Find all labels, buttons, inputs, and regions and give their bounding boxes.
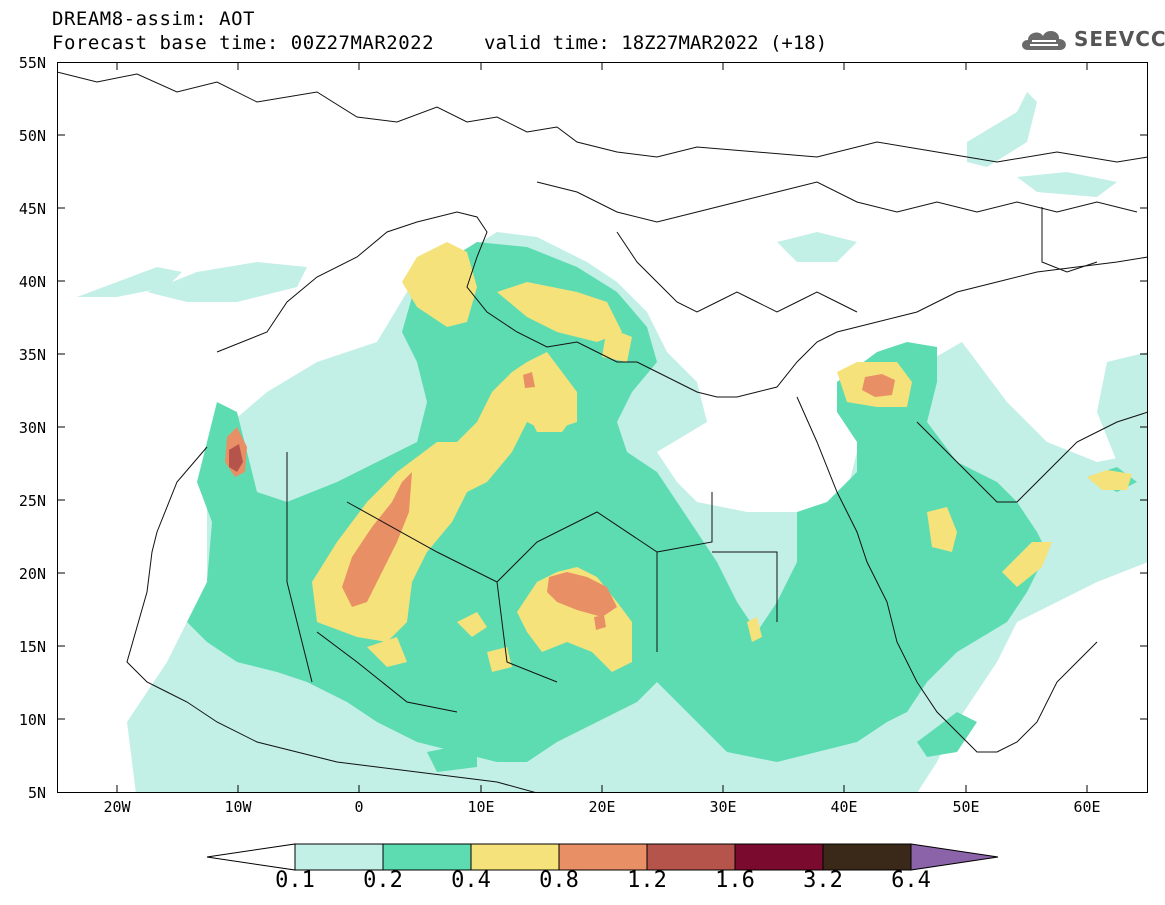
colorbar-segment (558, 843, 648, 871)
lat-label: 25N (18, 492, 46, 510)
colorbar-segment (646, 843, 736, 871)
lat-label: 45N (18, 200, 46, 218)
lat-label: 20N (18, 565, 46, 583)
lon-label: 20W (103, 798, 131, 816)
lon-label: 40E (830, 798, 858, 816)
colorbar-segment (294, 843, 384, 871)
colorbar-label: 1.6 (715, 868, 755, 893)
colorbar-segment (910, 843, 999, 871)
lon-label: 10E (467, 798, 495, 816)
lon-label: 10W (224, 798, 252, 816)
colorbar-label: 0.1 (275, 868, 315, 893)
aot-shading (57, 71, 1148, 793)
lat-label: 5N (27, 784, 46, 802)
lon-label: 50E (952, 798, 980, 816)
map-title: DREAM8-assim: AOT (52, 8, 255, 30)
colorbar-label: 6.4 (891, 868, 931, 893)
colorbar-segment (470, 843, 560, 871)
lat-label: 30N (18, 419, 46, 437)
colorbar-segment (734, 843, 824, 871)
seevccc-logo: SEEVCCC (1018, 24, 1165, 54)
lon-label: 0 (354, 798, 364, 816)
logo-text: SEEVCCC (1074, 27, 1165, 51)
colorbar-segment (382, 843, 472, 871)
lat-label: 55N (18, 54, 46, 72)
colorbar-segment (206, 843, 296, 871)
valid-time: valid time: 18Z27MAR2022 (+18) (484, 32, 828, 54)
colorbar-label: 0.2 (363, 868, 403, 893)
lat-label: 10N (18, 711, 46, 729)
lat-label: 35N (18, 346, 46, 364)
colorbar-label: 0.4 (451, 868, 491, 893)
lon-label: 20E (588, 798, 616, 816)
lat-label: 40N (18, 273, 46, 291)
lon-label: 60E (1073, 798, 1101, 816)
colorbar-segment (822, 843, 912, 871)
colorbar-label: 0.8 (539, 868, 579, 893)
lat-label: 50N (18, 127, 46, 145)
cloud-icon (1022, 30, 1066, 50)
forecast-base-time: Forecast base time: 00Z27MAR2022 (52, 32, 435, 54)
lat-label: 15N (18, 638, 46, 656)
colorbar (206, 843, 999, 871)
colorbar-label: 1.2 (627, 868, 667, 893)
colorbar-label: 3.2 (803, 868, 843, 893)
lon-label: 30E (709, 798, 737, 816)
aot-map (57, 62, 1148, 793)
